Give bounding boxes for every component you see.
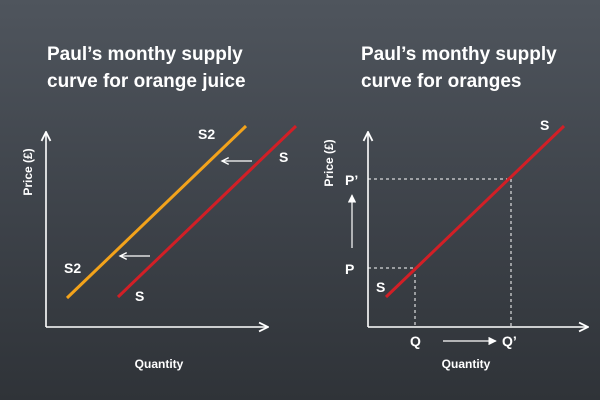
left-x-axis-label: Quantity — [135, 357, 184, 371]
right-price-low-label: P — [345, 261, 354, 277]
left-s-label-top: S — [279, 149, 288, 165]
left-s2-label-bottom: S2 — [64, 260, 81, 276]
left-supply-curve-s2 — [65, 124, 248, 300]
right-chart: P’ P Q Q’ S S Price (£) Quantity — [322, 117, 588, 371]
right-y-axis-label: Price (£) — [322, 139, 336, 186]
right-title-line-2: curve for oranges — [361, 71, 522, 92]
left-s2-label-top: S2 — [198, 126, 215, 142]
right-chart-title: Paul’s monthy supply curve for oranges — [361, 41, 557, 95]
left-title-line-2: curve for orange juice — [47, 71, 246, 92]
left-chart-title: Paul’s monthy supply curve for orange ju… — [47, 41, 246, 95]
right-s-label-bottom: S — [376, 279, 385, 295]
right-quantity-low-label: Q — [410, 333, 421, 349]
right-supply-curve-s — [384, 124, 566, 299]
right-x-axis-label: Quantity — [442, 357, 491, 371]
left-s-label-bottom: S — [135, 288, 144, 304]
left-supply-curve-s — [116, 124, 298, 299]
right-title-line-1: Paul’s monthy supply — [361, 44, 557, 65]
right-quantity-high-label: Q’ — [502, 333, 517, 349]
left-y-axis-label: Price (£) — [21, 148, 35, 195]
left-title-line-1: Paul’s monthy supply — [47, 44, 243, 65]
right-s-label-top: S — [540, 117, 549, 133]
right-price-high-label: P’ — [345, 172, 358, 188]
left-chart: S2 S2 S S Price (£) Quantity — [21, 124, 298, 371]
